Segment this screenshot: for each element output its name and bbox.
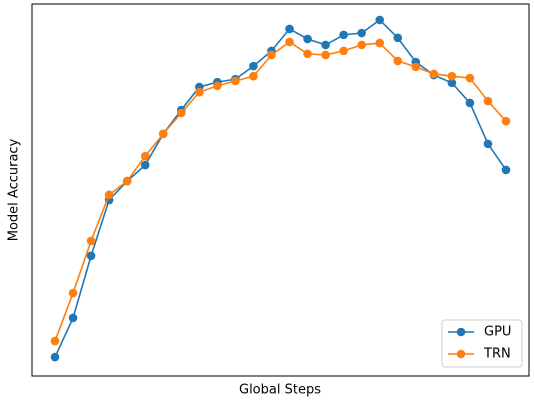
point bbox=[158, 129, 168, 139]
legend-marker bbox=[456, 327, 466, 337]
legend-marker bbox=[456, 349, 466, 359]
point bbox=[501, 165, 511, 175]
point bbox=[249, 71, 258, 81]
point bbox=[285, 37, 294, 47]
point bbox=[447, 71, 457, 81]
point bbox=[483, 96, 493, 106]
point bbox=[68, 288, 78, 298]
point bbox=[465, 98, 475, 108]
point bbox=[285, 24, 294, 34]
point bbox=[393, 33, 403, 43]
point bbox=[501, 116, 511, 126]
point bbox=[68, 313, 78, 323]
point bbox=[375, 15, 385, 25]
x-axis-label: Global Steps bbox=[239, 383, 321, 398]
point bbox=[195, 87, 204, 97]
point bbox=[50, 352, 60, 362]
point bbox=[303, 34, 312, 44]
plot-frame bbox=[31, 3, 530, 377]
point bbox=[465, 73, 475, 83]
series-line bbox=[54, 40, 507, 342]
point bbox=[122, 176, 132, 186]
point bbox=[140, 151, 150, 161]
point bbox=[104, 190, 114, 200]
point bbox=[50, 336, 60, 346]
legend-label: GPU bbox=[484, 325, 511, 340]
point bbox=[483, 139, 493, 149]
point bbox=[339, 46, 348, 56]
point bbox=[176, 108, 186, 118]
legend-label: TRN bbox=[483, 347, 511, 362]
point bbox=[321, 50, 330, 60]
point bbox=[339, 30, 348, 40]
point bbox=[86, 251, 96, 261]
point bbox=[249, 61, 258, 71]
point bbox=[357, 40, 366, 50]
point bbox=[393, 56, 403, 66]
point bbox=[375, 38, 385, 48]
point bbox=[357, 28, 366, 38]
point bbox=[303, 49, 312, 59]
point bbox=[140, 160, 150, 170]
y-axis-label: Model Accuracy bbox=[7, 138, 22, 241]
point bbox=[447, 78, 457, 88]
point bbox=[321, 40, 330, 50]
series-line bbox=[54, 18, 507, 358]
point bbox=[267, 50, 276, 60]
point bbox=[231, 76, 240, 86]
point bbox=[213, 81, 222, 91]
point bbox=[411, 62, 421, 72]
point bbox=[429, 69, 439, 79]
point bbox=[86, 236, 96, 246]
